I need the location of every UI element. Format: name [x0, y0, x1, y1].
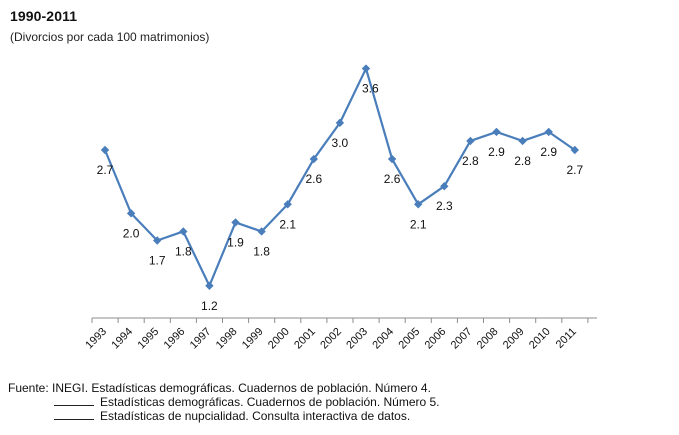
data-point-marker — [179, 227, 188, 236]
x-tick-label: 2002 — [318, 326, 344, 352]
data-label: 1.8 — [175, 244, 192, 258]
data-point-marker — [387, 154, 397, 164]
x-tick-label: 1995 — [136, 326, 162, 352]
source-text-1: Estadísticas demográficas. Cuadernos de … — [91, 381, 431, 395]
data-label: 2.7 — [97, 163, 114, 177]
x-tick-label: 2008 — [475, 326, 501, 352]
data-label: 3.6 — [362, 82, 379, 96]
data-point-marker — [283, 200, 292, 209]
x-tick-label: 1994 — [109, 326, 135, 352]
source-text-2: Estadísticas demográficas. Cuadernos de … — [100, 395, 440, 409]
x-tick-label: 2006 — [423, 326, 449, 352]
x-tick-label: 1999 — [240, 326, 266, 352]
data-point-marker — [100, 145, 110, 155]
data-label: 2.3 — [436, 199, 453, 213]
source-prefix: Fuente: INEGI. — [8, 381, 89, 395]
x-tick-label: 2009 — [501, 326, 527, 352]
line-chart: 2.7 2.0 1.7 1.8 1.2 1.9 1.8 2.1 2.6 3.0 3.6 2.6 2.1 2… — [83, 64, 597, 352]
data-label: 1.8 — [253, 244, 270, 258]
ditto-blank — [54, 397, 94, 406]
data-point-marker — [466, 136, 475, 146]
data-point-marker — [257, 227, 266, 236]
data-point-marker — [205, 281, 214, 290]
data-label: 2.1 — [279, 217, 296, 231]
x-tick-label: 2003 — [344, 326, 370, 352]
data-label: 1.7 — [149, 254, 166, 268]
data-point-marker — [570, 145, 579, 155]
data-label: 2.6 — [305, 172, 322, 186]
source-line-2: Estadísticas demográficas. Cuadernos de … — [8, 395, 440, 409]
data-label: 2.0 — [123, 226, 140, 240]
x-tick-label: 2005 — [397, 326, 423, 352]
source-text-3: Estadísticas de nupcialidad. Consulta in… — [100, 409, 411, 423]
data-label: 2.9 — [540, 145, 557, 159]
x-tick-label: 2011 — [554, 326, 579, 351]
x-tick-label: 1998 — [214, 326, 240, 352]
x-tick-label: 2004 — [370, 326, 396, 352]
data-point-marker — [518, 136, 527, 146]
data-label: 2.8 — [514, 154, 531, 168]
chart-subtitle: (Divorcios por cada 100 matrimonios) — [10, 30, 210, 44]
data-label: 2.8 — [462, 154, 479, 168]
x-tick-label: 1996 — [162, 326, 188, 352]
chart-title: 1990-2011 — [10, 8, 78, 24]
source-line-1: Fuente: INEGI. Estadísticas demográficas… — [8, 381, 440, 395]
source-line-3: Estadísticas de nupcialidad. Consulta in… — [8, 409, 440, 423]
x-tick-label: 2007 — [449, 326, 475, 352]
data-label: 2.6 — [384, 172, 401, 186]
x-tick-label: 2000 — [266, 326, 292, 352]
data-point-marker — [544, 127, 553, 137]
data-point-marker — [440, 182, 449, 191]
data-point-marker — [492, 127, 501, 137]
x-tick-label: 1993 — [83, 326, 109, 352]
data-point-marker — [153, 236, 162, 245]
data-label: 1.2 — [201, 299, 218, 313]
x-tick-label: 2010 — [527, 326, 553, 352]
data-point-marker — [414, 200, 423, 209]
data-point-marker — [361, 64, 371, 73]
data-label: 3.0 — [332, 136, 349, 150]
data-point-marker — [335, 118, 345, 128]
data-point-marker — [231, 218, 240, 227]
data-label: 1.9 — [227, 235, 244, 249]
x-tick-label: 1997 — [188, 326, 214, 352]
data-label: 2.9 — [488, 145, 505, 159]
source-notes: Fuente: INEGI. Estadísticas demográficas… — [8, 381, 440, 423]
data-label: 2.7 — [566, 163, 583, 177]
data-point-marker — [126, 209, 136, 218]
data-point-marker — [309, 154, 318, 164]
data-label: 2.1 — [410, 217, 427, 231]
x-tick-label: 2001 — [292, 326, 318, 352]
ditto-blank — [54, 411, 94, 420]
